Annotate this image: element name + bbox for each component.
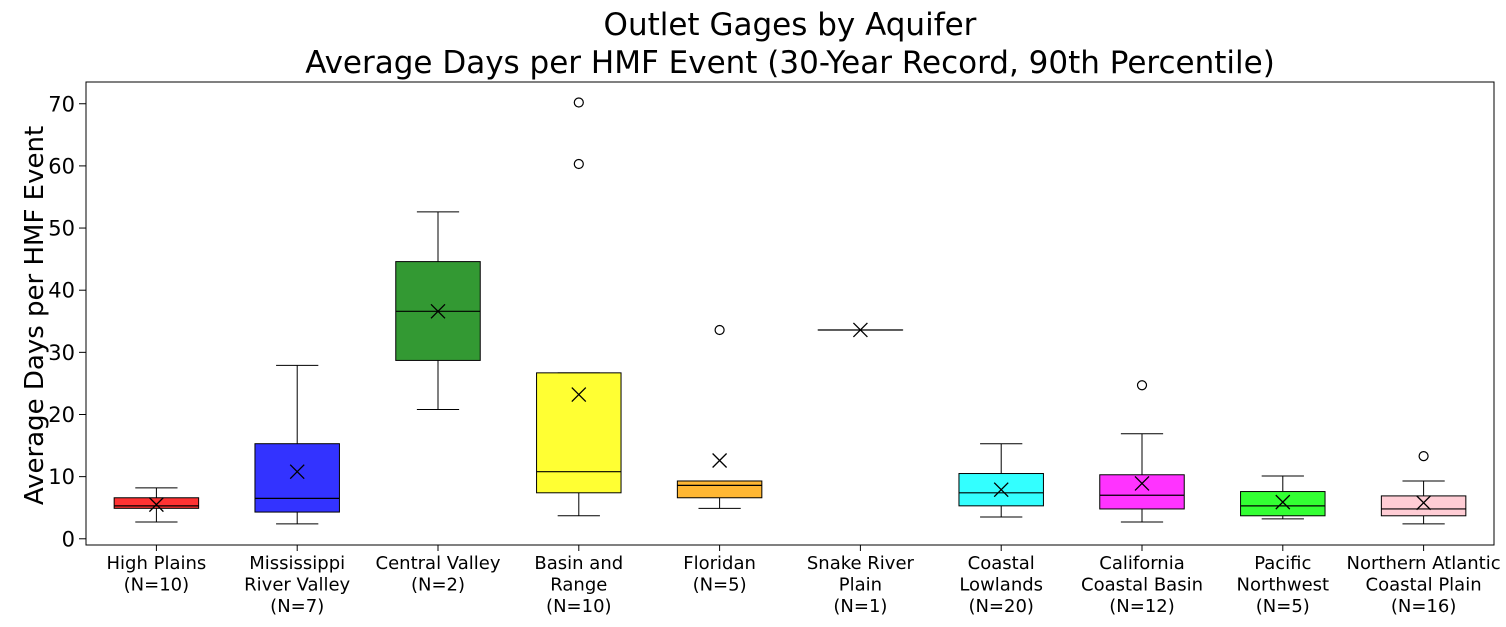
x-tick-label-line: Central Valley — [376, 553, 501, 574]
x-tick-label: Pacific Northwest (N=5) — [1237, 553, 1330, 617]
box-10 — [1380, 451, 1467, 525]
box-4 — [536, 97, 622, 517]
x-tick-label: Northern Atlantic Coastal Plain (N=16) — [1347, 553, 1501, 617]
plot-area-frame — [85, 81, 1495, 546]
boxes — [113, 97, 1467, 525]
x-tick-label: High Plains (N=10) — [107, 553, 207, 596]
x-tick-label: Coastal Lowlands (N=20) — [959, 553, 1043, 617]
y-tick-label: 60 — [48, 154, 75, 178]
x-tick-label-line: (N=20) — [968, 596, 1034, 617]
x-tick-label-line: California — [1099, 553, 1184, 574]
y-tick-label: 50 — [48, 217, 75, 241]
x-tick-label-line: (N=10) — [124, 575, 190, 596]
box-9 — [1240, 475, 1326, 520]
y-tick-label: 0 — [62, 527, 75, 551]
y-tick-label: 30 — [48, 341, 75, 365]
x-tick-label: Floridan (N=5) — [683, 553, 756, 596]
mean-marker — [852, 322, 868, 338]
x-tick-label: Basin and Range (N=10) — [534, 553, 623, 617]
x-tick-label-line: River Valley — [244, 575, 350, 596]
box-7 — [958, 443, 1044, 518]
x-tick-label-line: (N=5) — [1256, 596, 1310, 617]
outlier-point — [1136, 380, 1148, 391]
x-tick-label-line: (N=16) — [1391, 596, 1457, 617]
x-tick-label: Mississippi River Valley (N=7) — [244, 553, 350, 617]
box-5 — [676, 324, 763, 509]
y-tick-label: 10 — [48, 465, 75, 489]
x-tick-label-line: Plain — [839, 575, 882, 596]
y-tick-label: 20 — [48, 403, 75, 427]
x-tick-label-line: Coastal Plain — [1366, 575, 1482, 596]
x-tick-label-line: (N=2) — [411, 575, 465, 596]
outlier-point — [573, 158, 584, 170]
x-tick-label-line: Snake River — [807, 553, 915, 574]
box-3 — [395, 211, 481, 411]
box-1 — [113, 487, 200, 523]
x-tick-label-line: Northwest — [1237, 575, 1330, 596]
x-tick-label-line: Range — [550, 575, 607, 596]
x-tick-label-line: Pacific — [1254, 553, 1311, 574]
x-tick-label-line: Coastal — [968, 553, 1035, 574]
mean-marker — [1416, 495, 1432, 511]
x-tick-label-line: Coastal Basin — [1081, 575, 1203, 596]
x-tick-label-line: High Plains — [107, 553, 207, 574]
mean-marker — [1275, 494, 1291, 510]
box-6 — [817, 322, 904, 338]
mean-marker — [1134, 476, 1150, 491]
iqr-box — [1099, 474, 1185, 510]
box-8 — [1099, 380, 1185, 523]
x-tick-label-line: (N=7) — [270, 596, 324, 617]
iqr-box — [536, 372, 622, 494]
outlier-point — [1418, 451, 1429, 462]
outlier-point — [714, 324, 725, 336]
y-tick-label: 40 — [48, 279, 75, 303]
iqr-box — [1240, 491, 1326, 517]
x-tick-label-line: (N=12) — [1109, 596, 1175, 617]
iqr-box — [254, 443, 340, 513]
iqr-box — [113, 497, 200, 509]
x-tick-label-line: Floridan — [683, 553, 756, 574]
y-axis: 0 10 20 30 40 50 60 70 — [48, 92, 86, 551]
outlier-point — [573, 97, 584, 108]
x-tick-label: California Coastal Basin (N=12) — [1081, 553, 1203, 617]
x-tick-label-line: Northern Atlantic — [1347, 553, 1501, 574]
x-axis: High Plains (N=10)Mississippi River Valley… — [107, 545, 1501, 617]
mean-marker — [289, 464, 305, 480]
x-tick-label-line: Mississippi — [249, 553, 345, 574]
x-tick-label-line: (N=1) — [833, 596, 887, 617]
x-tick-label: Central Valley (N=2) — [376, 553, 501, 596]
y-axis-label-text: Average Days per HMF Event — [20, 126, 50, 505]
x-tick-label-line: Lowlands — [959, 575, 1043, 596]
iqr-box — [1380, 495, 1467, 517]
y-tick-label: 70 — [48, 92, 75, 116]
x-tick-label-line: (N=5) — [693, 575, 747, 596]
chart-title-line: Outlet Gages by Aquifer — [604, 7, 977, 43]
x-tick-label-line: Basin and — [534, 553, 623, 574]
mean-marker — [430, 303, 446, 319]
mean-marker — [148, 497, 164, 513]
mean-marker — [712, 453, 728, 468]
mean-marker — [993, 482, 1009, 498]
y-axis-label: Average Days per HMF Event — [20, 126, 50, 505]
x-tick-label-line: (N=10) — [546, 596, 612, 617]
iqr-box — [676, 480, 763, 499]
mean-marker — [571, 387, 587, 403]
x-tick-label: Snake River Plain (N=1) — [807, 553, 915, 617]
box-2 — [254, 364, 340, 525]
chart-title-line: Average Days per HMF Event (30-Year Reco… — [305, 45, 1275, 81]
